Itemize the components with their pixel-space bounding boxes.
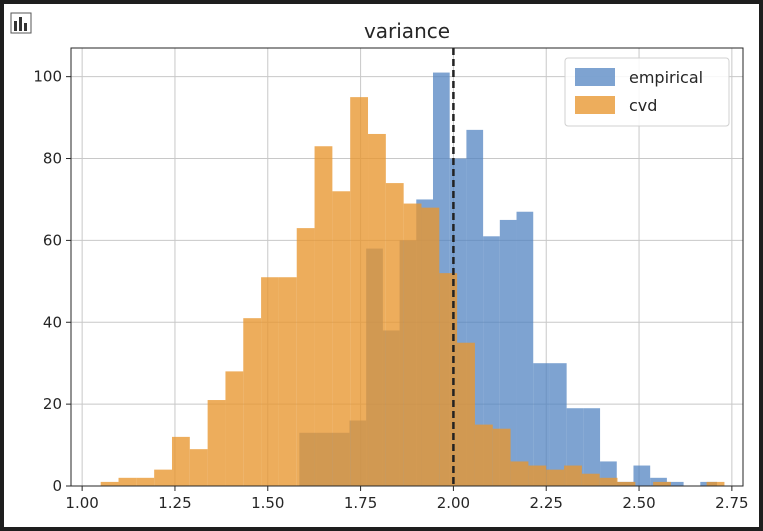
histogram-bar-cvd <box>243 318 262 486</box>
histogram-bar-empirical <box>633 465 651 486</box>
histogram-bar-empirical <box>583 408 601 486</box>
histogram-bar-cvd <box>154 469 172 486</box>
histogram-bar-cvd <box>171 436 190 486</box>
x-tick-label: 2.00 <box>437 494 470 512</box>
histogram-bar-cvd <box>581 473 600 486</box>
histogram-bar-cvd <box>225 371 244 486</box>
histogram-bar-cvd <box>100 481 119 486</box>
x-tick-label: 1.50 <box>251 494 284 512</box>
histogram-bar-cvd <box>492 428 511 486</box>
y-tick-label: 40 <box>43 313 62 331</box>
y-tick-label: 80 <box>43 150 62 168</box>
histogram-bar-empirical <box>516 211 534 486</box>
y-tick-label: 20 <box>43 395 62 413</box>
x-tick-label: 1.00 <box>65 494 98 512</box>
bar-chart-icon[interactable] <box>10 12 32 34</box>
histogram-bar-cvd <box>617 481 636 486</box>
x-tick-label: 2.75 <box>715 494 748 512</box>
histogram-bar-cvd <box>296 228 315 486</box>
histogram-bar-empirical <box>483 236 500 486</box>
histogram-bar-cvd <box>564 465 582 486</box>
plot-frame <box>70 47 744 487</box>
histogram-bar-cvd <box>653 481 671 486</box>
histogram-bar-cvd <box>189 449 208 486</box>
histogram-bar-cvd <box>385 183 404 486</box>
histogram-bar-cvd <box>278 277 297 486</box>
histogram-bar-cvd <box>546 469 565 486</box>
legend-swatch-empirical <box>575 68 615 86</box>
legend-swatch-cvd <box>575 96 615 114</box>
chart-title: variance <box>364 19 450 43</box>
histogram-bar-empirical <box>533 363 550 486</box>
histogram-bar-cvd <box>599 477 618 486</box>
y-tick-label: 100 <box>33 68 62 86</box>
histogram-bar-cvd <box>118 477 137 486</box>
histogram-bars <box>100 72 725 487</box>
histogram-bar-cvd <box>350 97 369 487</box>
histogram-bar-cvd <box>421 207 440 486</box>
histogram-bar-cvd <box>457 342 475 486</box>
histogram-bar-cvd <box>207 400 226 486</box>
y-tick-label: 60 <box>43 231 62 249</box>
legend: empirical cvd <box>564 57 730 127</box>
x-tick-label: 1.25 <box>158 494 191 512</box>
histogram-bar-empirical <box>499 219 517 486</box>
x-tick-label: 2.25 <box>530 494 563 512</box>
histogram-bar-cvd <box>136 477 155 486</box>
histogram-bar-cvd <box>368 133 386 486</box>
histogram-bar-empirical <box>666 481 684 486</box>
x-tick-label: 1.75 <box>344 494 377 512</box>
histogram-bar-cvd <box>261 277 279 486</box>
histogram-bar-cvd <box>474 424 493 486</box>
histogram-bar-cvd <box>528 465 547 486</box>
histogram-bar-cvd <box>314 146 333 487</box>
histogram-bar-cvd <box>403 203 422 487</box>
legend-label-cvd: cvd <box>629 96 657 115</box>
legend-label-empirical: empirical <box>629 68 703 87</box>
histogram-bar-cvd <box>706 481 725 486</box>
y-tick-label: 0 <box>52 477 62 495</box>
axes: 1.00 1.25 1.50 1.75 2.00 2.25 2.50 2.75 0 20 40 60 8… <box>33 47 749 512</box>
histogram-bar-cvd <box>332 191 351 486</box>
x-tick-label: 2.50 <box>622 494 655 512</box>
histogram-bar-empirical <box>549 363 567 486</box>
histogram-bar-cvd <box>510 461 529 486</box>
